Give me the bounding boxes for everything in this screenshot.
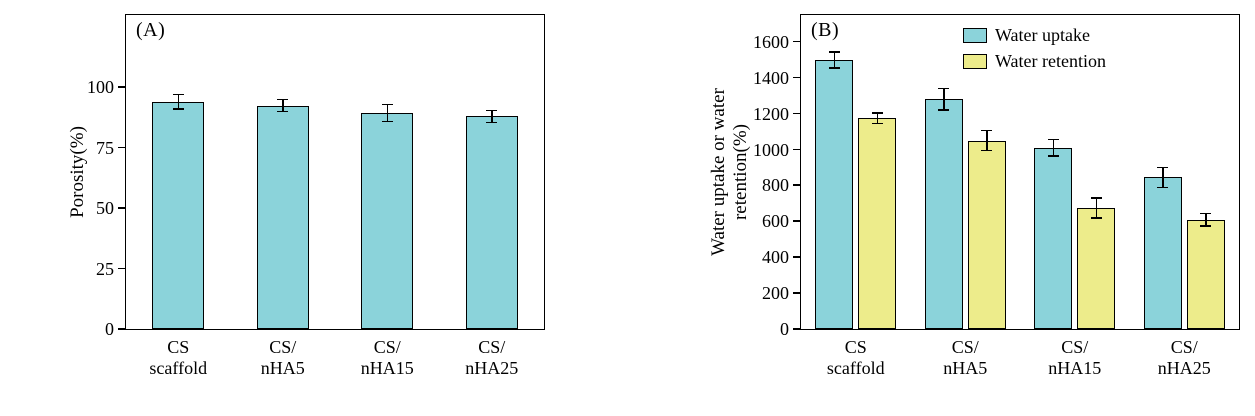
y-tick-label: 1400 — [753, 67, 789, 88]
bar-water-retention-cs-nha15 — [1077, 207, 1116, 329]
legend-label-water-retention: Water retention — [995, 51, 1106, 71]
chart-water-uptake-retention: (B) Water uptake Water retention Water up… — [585, 0, 1255, 416]
error-bar-cap — [828, 51, 840, 53]
bar-water-uptake-cs-scaffold — [815, 59, 854, 329]
error-bar — [282, 99, 284, 112]
error-bar — [943, 88, 945, 111]
panel-label-a: (A) — [136, 19, 166, 41]
error-bar-cap — [486, 121, 498, 124]
bar-porosity-cs-nha5 — [256, 105, 309, 329]
bar-porosity-cs-nha25 — [465, 116, 518, 329]
x-category-label: CS/ nHA25 — [465, 337, 519, 378]
legend-item-water-retention: Water retention — [963, 51, 1106, 71]
error-bar-cap — [1200, 212, 1212, 215]
plot-area-water: (B) Water uptake Water retention — [800, 14, 1240, 330]
bar-water-retention-cs-scaffold — [858, 118, 897, 329]
error-bar-cap — [981, 129, 993, 132]
y-tick-label: 200 — [762, 283, 789, 304]
y-axis-tick — [118, 267, 125, 270]
error-bar — [1162, 167, 1164, 188]
error-bar — [386, 104, 388, 122]
error-bar-cap — [871, 112, 883, 114]
panel-label-b: (B) — [811, 19, 840, 41]
error-bar — [1095, 198, 1097, 218]
error-bar-cap — [277, 98, 289, 101]
y-axis-tick — [118, 86, 125, 88]
bar-water-retention-cs-nha5 — [967, 140, 1006, 329]
error-bar-cap — [938, 109, 950, 111]
y-axis-tick — [793, 76, 800, 79]
error-bar-cap — [381, 103, 393, 106]
error-bar-cap — [871, 122, 883, 125]
y-axis-tick — [118, 207, 125, 209]
chart-porosity: (A) Porosity(%) 0 25 50 75 100 CS scaffold CS/… — [0, 0, 585, 416]
error-bar-cap — [1157, 186, 1169, 188]
y-axis-tick — [793, 148, 800, 151]
y-axis-tick — [793, 184, 800, 186]
error-bar-cap — [1090, 197, 1102, 199]
bar-water-uptake-cs-nha15 — [1034, 147, 1073, 329]
x-category-label: CS/ nHA15 — [1048, 337, 1102, 378]
y-tick-label: 400 — [762, 247, 789, 268]
error-bar — [1205, 213, 1207, 226]
error-bar-cap — [277, 110, 289, 113]
error-bar — [491, 110, 493, 123]
y-axis-tick — [118, 146, 125, 149]
y-tick-label: 50 — [96, 198, 114, 219]
y-tick-label: 800 — [762, 175, 789, 196]
error-bar-cap — [172, 108, 184, 110]
bar-water-retention-cs-nha25 — [1186, 219, 1225, 329]
x-category-label: CS/ nHA5 — [943, 337, 988, 378]
error-bar-cap — [1200, 225, 1212, 227]
error-bar — [876, 112, 878, 124]
error-bar-cap — [981, 149, 993, 152]
legend-swatch-water-uptake — [963, 27, 987, 43]
y-tick-label: 600 — [762, 211, 789, 232]
error-bar-cap — [381, 120, 393, 123]
y-axis-tick — [793, 220, 800, 222]
y-axis-label-porosity: Porosity(%) — [67, 126, 88, 218]
x-category-label: CS/ nHA5 — [260, 337, 305, 378]
error-bar-cap — [938, 87, 950, 90]
error-bar-cap — [1090, 217, 1102, 219]
error-bar-cap — [828, 67, 840, 69]
legend-swatch-water-retention — [963, 53, 987, 69]
x-category-label: CS scaffold — [149, 337, 208, 378]
y-axis-tick — [793, 256, 800, 258]
bar-water-uptake-cs-nha5 — [924, 99, 963, 329]
x-category-label: CS scaffold — [826, 337, 885, 378]
error-bar — [1052, 139, 1054, 156]
bar-porosity-cs-scaffold — [152, 101, 205, 329]
error-bar — [177, 94, 179, 110]
y-tick-label: 1000 — [753, 139, 789, 160]
y-axis-tick — [793, 292, 800, 294]
y-axis-tick — [793, 40, 800, 43]
error-bar-cap — [486, 109, 498, 112]
error-bar — [986, 130, 988, 151]
error-bar-cap — [1047, 155, 1059, 157]
y-axis-tick — [793, 328, 800, 330]
y-tick-label: 75 — [96, 137, 114, 158]
y-tick-label: 0 — [105, 319, 114, 339]
x-category-label: CS/ nHA15 — [360, 337, 414, 378]
legend: Water uptake Water retention — [963, 25, 1106, 71]
legend-label-water-uptake: Water uptake — [995, 25, 1091, 45]
error-bar — [833, 51, 835, 68]
y-axis-tick — [793, 112, 800, 115]
error-bar-cap — [172, 93, 184, 96]
error-bar-cap — [1047, 138, 1059, 141]
y-tick-label: 1200 — [753, 103, 789, 124]
error-bar-cap — [1157, 166, 1169, 169]
bar-water-uptake-cs-nha25 — [1143, 177, 1182, 329]
plot-area-porosity: (A) — [125, 14, 545, 330]
y-tick-label: 100 — [87, 77, 114, 98]
y-tick-label: 25 — [96, 258, 114, 279]
bar-porosity-cs-nha15 — [361, 112, 414, 329]
y-tick-label: 0 — [780, 319, 789, 339]
y-axis-tick — [118, 328, 125, 330]
y-tick-label: 1600 — [753, 31, 789, 52]
legend-item-water-uptake: Water uptake — [963, 25, 1106, 45]
x-category-label: CS/ nHA25 — [1157, 337, 1211, 378]
